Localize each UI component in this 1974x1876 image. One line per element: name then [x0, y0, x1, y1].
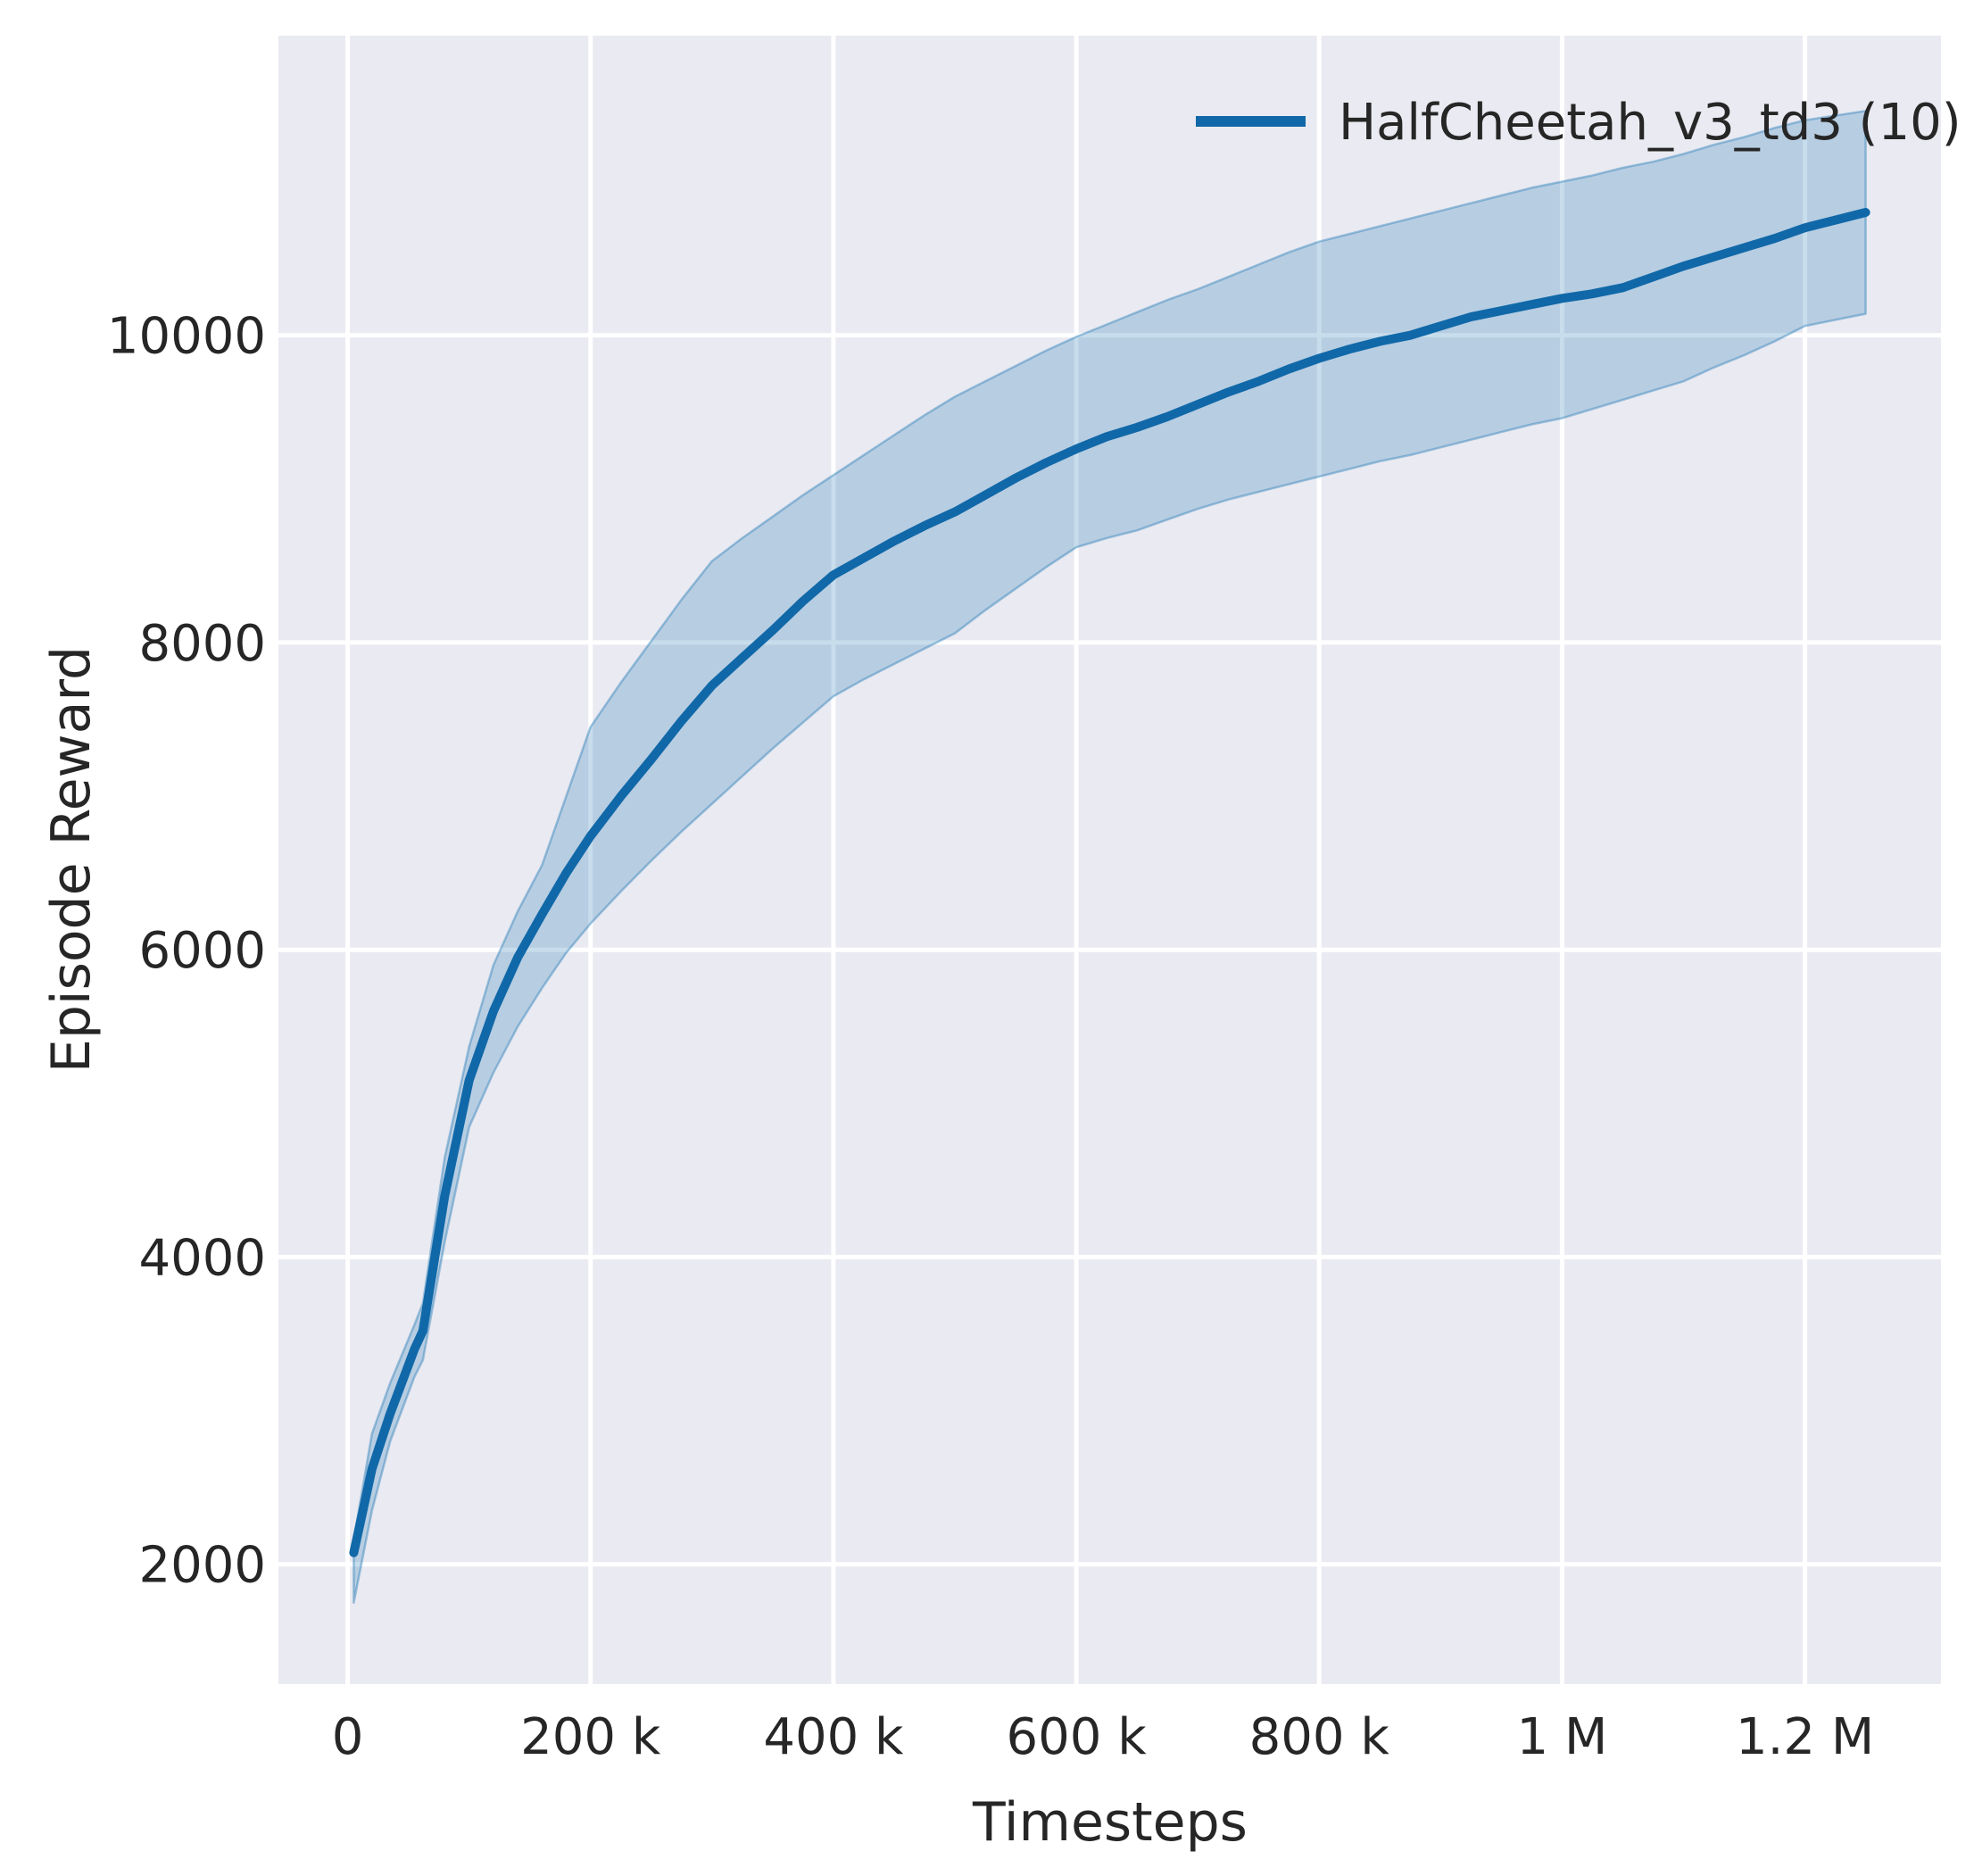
y-tick-labels: 2000 4000 6000 8000 10000 [107, 308, 266, 1595]
y-tick-label: 6000 [138, 922, 266, 980]
x-axis-label: Timesteps [972, 1791, 1248, 1854]
x-tick-label: 1 M [1517, 1708, 1608, 1766]
y-tick-label: 2000 [138, 1537, 266, 1595]
y-tick-label: 8000 [138, 615, 266, 673]
legend: HalfCheetah_v3_td3 (10) [1196, 94, 1962, 152]
x-tick-label: 800 k [1249, 1708, 1390, 1766]
gridlines [278, 36, 1941, 1684]
y-tick-label: 4000 [138, 1229, 266, 1287]
x-tick-labels: 0 200 k 400 k 600 k 800 k 1 M 1.2 M [332, 1708, 1874, 1766]
x-tick-label: 0 [332, 1708, 364, 1766]
x-tick-label: 600 k [1007, 1708, 1148, 1766]
mean-line [349, 208, 1870, 1557]
y-axis-label: Episode Reward [40, 646, 103, 1073]
plot-area [278, 36, 1941, 1684]
legend-entry-label: HalfCheetah_v3_td3 (10) [1339, 94, 1962, 152]
mean-line-path [349, 208, 1870, 1557]
x-tick-label: 200 k [520, 1708, 661, 1766]
x-tick-label: 1.2 M [1736, 1708, 1874, 1766]
y-tick-label: 10000 [107, 308, 266, 366]
x-tick-label: 400 k [763, 1708, 904, 1766]
